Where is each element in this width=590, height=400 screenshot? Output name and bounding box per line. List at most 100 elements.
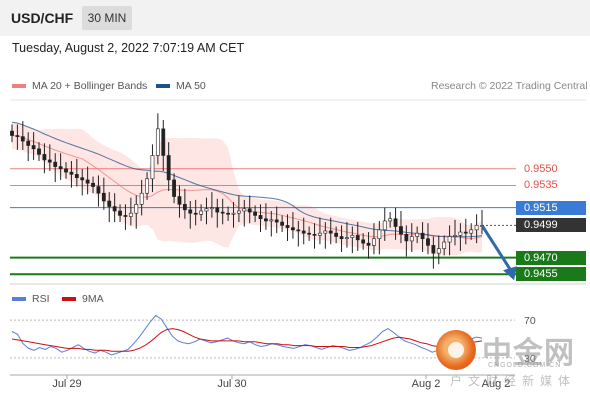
- forecast-arrow-head: [503, 266, 517, 281]
- candle-body: [399, 226, 403, 235]
- candle-body: [53, 161, 58, 167]
- candle-body: [15, 135, 20, 137]
- candle-body: [226, 212, 230, 215]
- level-tag-0.9470: 0.9470: [516, 250, 586, 265]
- candle-body: [296, 229, 301, 232]
- candle-body: [382, 220, 387, 231]
- candle-body: [231, 212, 236, 215]
- legend-9ma: 9MA: [62, 293, 104, 305]
- watermark-url: CNGOLD.COM.CN: [488, 362, 562, 369]
- candle-body: [453, 235, 457, 237]
- candle-body: [101, 192, 106, 202]
- legend-ma50-label: MA 50: [176, 80, 206, 92]
- candle-body: [253, 211, 258, 216]
- x-tick-label: Aug 2: [412, 378, 441, 390]
- candle-body: [85, 179, 90, 184]
- candle-body: [312, 233, 317, 236]
- candle-body: [91, 182, 95, 187]
- candle-body: [415, 232, 420, 237]
- candle-body: [166, 155, 171, 181]
- bollinger-band: [12, 122, 482, 256]
- candle-body: [442, 241, 447, 250]
- candle-body: [280, 221, 285, 226]
- candle-body: [334, 232, 339, 237]
- candle-body: [37, 148, 41, 155]
- candle-body: [447, 236, 452, 243]
- x-tick-label: Aug 2: [482, 378, 511, 390]
- copyright: Research © 2022 Trading Central: [431, 80, 588, 92]
- candle-body: [258, 215, 263, 220]
- candle-body: [182, 204, 187, 211]
- candle-body: [377, 229, 382, 240]
- cngold-logo-icon: [436, 330, 476, 370]
- candle-body: [269, 219, 274, 222]
- candle-body: [474, 225, 479, 231]
- candle-body: [361, 239, 366, 244]
- candle-body: [209, 207, 214, 210]
- rsi-9ma-line: [11, 328, 483, 352]
- legend-ma20-label: MA 20 + Bollinger Bands: [32, 80, 148, 92]
- watermark-title: 中金网: [482, 336, 575, 371]
- candle-body: [274, 219, 279, 223]
- rsi-tick-label: 30: [524, 353, 536, 365]
- symbol-title: USD/CHF: [11, 10, 74, 26]
- watermark-subtitle: 户文财经新媒体: [450, 374, 577, 388]
- legend-9ma-label: 9MA: [82, 293, 104, 305]
- ma50-swatch: [156, 84, 170, 89]
- candle-body: [139, 192, 144, 205]
- candle-body: [204, 208, 209, 212]
- candle-body: [215, 207, 220, 213]
- candle-body: [10, 130, 14, 136]
- candle-body: [345, 237, 349, 240]
- candle-body: [426, 238, 430, 246]
- ma9-swatch: [62, 297, 76, 302]
- level-tag-0.9499: 0.9499: [516, 218, 586, 233]
- candle-body: [339, 236, 344, 240]
- candle-body: [193, 212, 198, 215]
- candle-body: [172, 179, 176, 197]
- candle-body: [431, 245, 436, 254]
- candle-body: [74, 174, 79, 178]
- x-tick-label: Jul 29: [52, 378, 81, 390]
- candle-body: [26, 140, 31, 146]
- candle-body: [96, 186, 101, 194]
- rsi-line: [11, 314, 483, 356]
- candle-body: [458, 231, 463, 236]
- rsi-tick-label: 70: [524, 315, 536, 327]
- candle-body: [307, 232, 312, 235]
- candle-body: [42, 154, 47, 161]
- candle-body: [134, 204, 139, 214]
- candle-body: [31, 145, 36, 150]
- candle-body: [420, 232, 425, 240]
- candle-body: [463, 231, 468, 234]
- candle-body: [161, 128, 166, 156]
- header-bar: USD/CHF 30 MIN: [0, 0, 590, 36]
- timestamp: Tuesday, August 2, 2022 7:07:19 AM CET: [12, 41, 245, 55]
- level-tag-0.9535: 0.9535: [524, 179, 558, 192]
- candle-body: [318, 232, 322, 236]
- candle-body: [247, 208, 252, 213]
- ma50-line: [11, 121, 483, 238]
- candle-body: [350, 235, 355, 238]
- candle-body: [199, 210, 203, 215]
- x-tick-label: Jul 30: [217, 378, 246, 390]
- level-tag-0.9550: 0.9550: [524, 162, 558, 175]
- candle-body: [236, 210, 241, 214]
- candle-body: [155, 128, 160, 156]
- candle-body: [177, 196, 182, 205]
- candle-body: [393, 218, 398, 227]
- candle-body: [58, 166, 63, 170]
- candle-body: [264, 218, 268, 222]
- candle-body: [145, 178, 149, 194]
- candle-body: [80, 177, 85, 181]
- level-tag-0.9455: 0.9455: [516, 267, 586, 282]
- candle-body: [328, 230, 333, 234]
- timeframe-button[interactable]: 30 MIN: [82, 6, 132, 30]
- candle-body: [388, 218, 393, 222]
- candle-body: [150, 155, 155, 180]
- ma20-swatch: [12, 84, 26, 89]
- legend-rsi: RSI: [12, 293, 50, 305]
- rsi-swatch: [12, 297, 26, 302]
- candle-body: [436, 248, 441, 254]
